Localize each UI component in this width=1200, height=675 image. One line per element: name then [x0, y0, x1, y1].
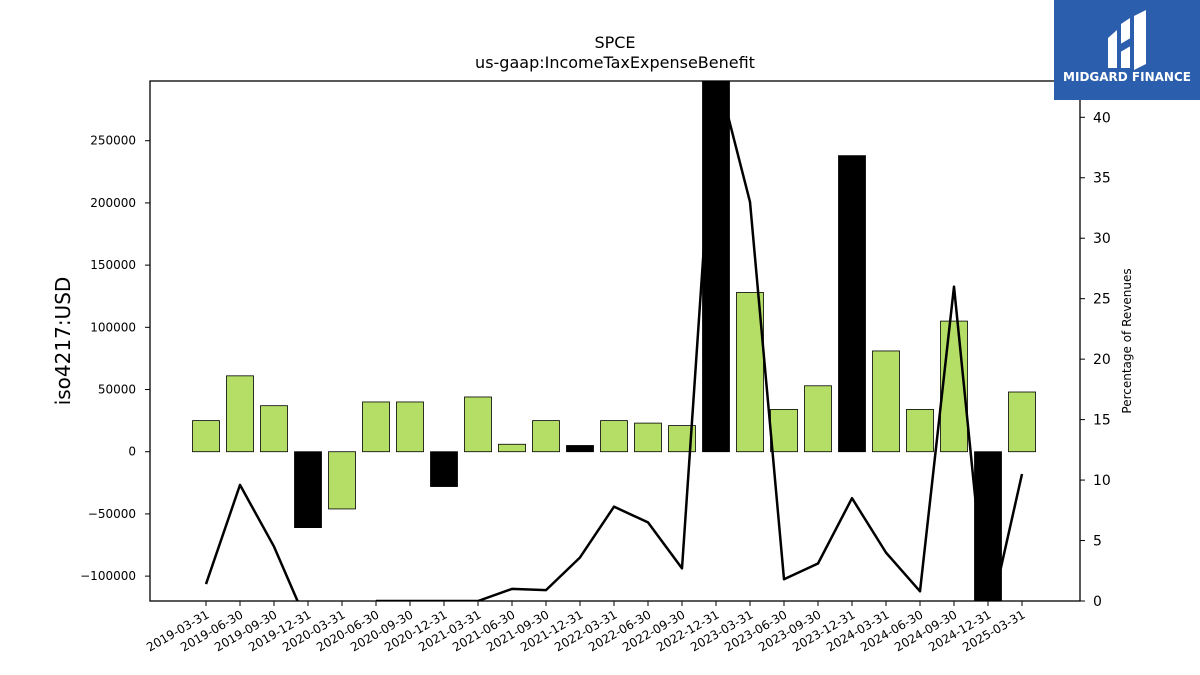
bar-2023-06-30 — [770, 409, 798, 453]
y-tick-label: −100000 — [80, 569, 136, 583]
bar-series — [192, 80, 1036, 602]
revenue-pct-line-segment-1 — [376, 81, 1024, 601]
bar-2019-09-30 — [260, 405, 288, 453]
line-series — [204, 81, 1024, 601]
y2-tick-label: 25 — [1093, 292, 1111, 308]
bar-2021-06-30 — [498, 443, 526, 453]
bar-2020-06-30 — [362, 401, 390, 453]
y-tick-label: −50000 — [88, 507, 136, 521]
chart-subtitle: us-gaap:IncomeTaxExpenseBenefit — [475, 53, 755, 72]
bar-2019-12-31 — [294, 451, 322, 529]
y2-axis-label: Percentage of Revenues — [1120, 268, 1134, 413]
bar-2019-06-30 — [226, 375, 254, 453]
y2-tick-label: 0 — [1093, 594, 1102, 610]
bar-2022-12-31 — [702, 80, 730, 453]
bar-2023-12-31 — [838, 155, 866, 453]
bar-2021-12-31 — [566, 445, 594, 453]
y2-tick-label: 15 — [1093, 413, 1111, 429]
y-axis-label: iso4217:USD — [51, 277, 75, 406]
y2-axis: 0 5 10 15 20 25 30 35 40 — [1080, 110, 1111, 610]
logo-mark-icon — [1108, 10, 1146, 70]
bar-2020-09-30 — [396, 401, 424, 453]
y2-tick-label: 5 — [1093, 534, 1102, 550]
bar-2021-03-31 — [464, 396, 492, 453]
bar-2021-09-30 — [532, 420, 560, 453]
y-tick-label: 0 — [128, 445, 136, 459]
bar-2022-03-31 — [600, 420, 628, 453]
brand-logo: MIDGARD FINANCE — [1054, 0, 1200, 100]
y-axis: −100000 −50000 0 50000 100000 150000 200000 250… — [80, 134, 150, 583]
y-tick-label: 250000 — [90, 134, 136, 148]
bar-2024-06-30 — [906, 409, 934, 453]
y2-tick-label: 40 — [1093, 110, 1111, 126]
bar-2019-03-31 — [192, 420, 220, 453]
y2-tick-label: 20 — [1093, 352, 1111, 368]
y-tick-label: 200000 — [90, 196, 136, 210]
x-axis: 2019-03-312019-06-302019-09-302019-12-31… — [144, 601, 1028, 654]
y2-tick-label: 30 — [1093, 231, 1111, 247]
bar-2023-09-30 — [804, 385, 832, 453]
bar-2023-03-31 — [736, 292, 764, 453]
bar-2024-03-31 — [872, 350, 900, 453]
y-tick-label: 150000 — [90, 258, 136, 272]
y-tick-label: 100000 — [90, 320, 136, 334]
y-tick-label: 50000 — [98, 383, 136, 397]
chart-title: SPCE — [594, 33, 635, 52]
y2-tick-label: 10 — [1093, 473, 1111, 489]
logo-text: MIDGARD FINANCE — [1063, 70, 1191, 84]
bar-2025-03-31 — [1008, 391, 1036, 453]
y2-tick-label: 35 — [1093, 171, 1111, 187]
bar-2022-06-30 — [634, 422, 662, 453]
bar-2020-03-31 — [328, 451, 356, 510]
plot-frame — [149, 80, 1081, 602]
bar-2020-12-31 — [430, 451, 458, 487]
revenue-pct-line-segment-0 — [204, 483, 299, 601]
